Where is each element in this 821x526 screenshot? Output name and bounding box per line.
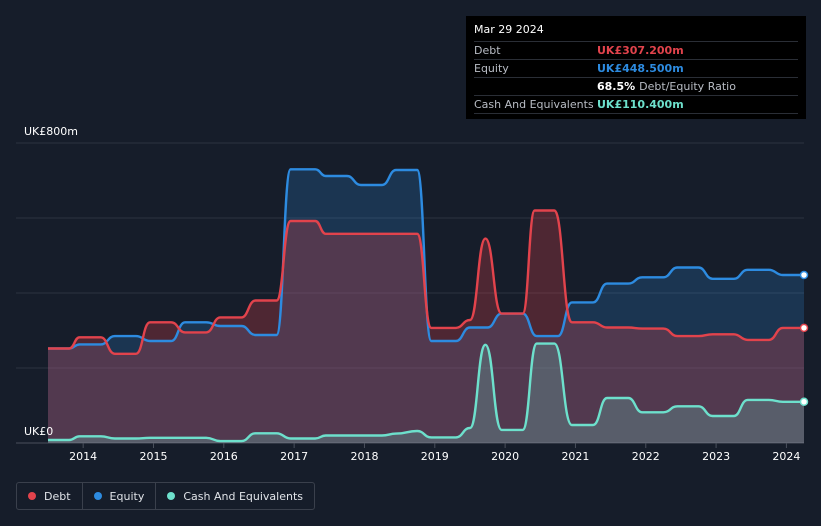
y-axis-top-label: UK£800m — [24, 125, 78, 138]
debt-area — [48, 210, 804, 443]
y-axis-bottom-label: UK£0 — [24, 425, 53, 438]
tooltip-cash-value: UK£110.400m — [597, 98, 684, 111]
x-tick-label-2021: 2021 — [561, 450, 589, 463]
tooltip-date: Mar 29 2024 — [474, 23, 544, 36]
tooltip-equity-row: Equity UK£448.500m — [474, 59, 798, 77]
x-tick-label-2023: 2023 — [702, 450, 730, 463]
tooltip-equity-label: Equity — [474, 62, 509, 75]
legend-item-cash[interactable]: Cash And Equivalents — [155, 483, 314, 509]
grid-layer — [16, 142, 804, 444]
debt-end-point — [799, 323, 809, 333]
legend-debt-dot — [28, 492, 36, 500]
legend-cash-dot — [167, 492, 176, 500]
cash-end-point — [799, 397, 809, 406]
legend-item-debt[interactable]: Debt — [17, 483, 82, 509]
tooltip-ratio-value: 68.5% — [597, 80, 636, 93]
tooltip-debt-value: UK£307.200m — [597, 44, 684, 57]
legend-item-equity[interactable]: Equity — [81, 483, 156, 509]
tooltip-panel: Mar 29 2024 Debt UK£307.200m Equity UK£4… — [466, 16, 806, 119]
x-tick-label-2019: 2019 — [421, 450, 449, 463]
legend-equity-label: Equity — [109, 489, 145, 503]
equity-end-point — [799, 270, 809, 280]
dot-layer — [799, 270, 809, 406]
debt-line — [47, 209, 804, 356]
axis-layer: UK£800m UK£0 2014 2015 2016 2017 2018 2019 202… — [24, 125, 800, 463]
tooltip-ratio-row: 68.5% Debt/Equity Ratio — [474, 77, 798, 95]
x-tick-label-2017: 2017 — [280, 450, 308, 463]
tooltip-debt-row: Debt UK£307.200m — [474, 41, 798, 59]
tooltip-cash-row: Cash And Equivalents UK£110.400m — [474, 95, 798, 114]
x-tick-label-2014: 2014 — [69, 450, 97, 463]
tooltip-equity-value: UK£448.500m — [597, 62, 684, 75]
x-tick-label-2018: 2018 — [350, 450, 378, 463]
tooltip-debt-label: Debt — [474, 44, 501, 57]
x-tick-label-2024: 2024 — [772, 450, 800, 463]
cash-line — [48, 342, 804, 443]
x-tick-label-2022: 2022 — [632, 450, 660, 463]
equity-line — [47, 168, 804, 350]
line-layer — [47, 168, 804, 443]
chart-legend: Debt Equity Cash And Equivalents — [16, 482, 315, 510]
x-tick-label-2015: 2015 — [139, 450, 167, 463]
x-tick-label-2016: 2016 — [210, 450, 238, 463]
legend-equity-dot — [93, 492, 102, 500]
legend-cash-label: Cash And Equivalents — [183, 489, 303, 503]
tooltip-cash-label: Cash And Equivalents — [474, 98, 594, 111]
cash-area — [48, 343, 804, 443]
tooltip-ratio-label: Debt/Equity Ratio — [639, 80, 736, 93]
x-tick-label-2020: 2020 — [491, 450, 519, 463]
legend-debt-label: Debt — [44, 489, 71, 503]
